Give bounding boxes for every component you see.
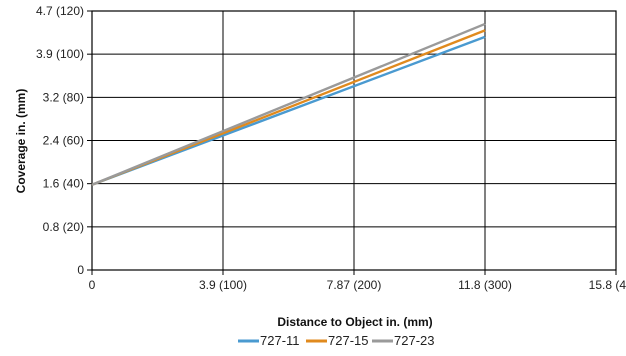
series-lines — [91, 22, 486, 186]
y-tick-label: 4.7 (120) — [36, 4, 84, 18]
legend-label-727-23: 727-23 — [394, 333, 434, 348]
y-tick-label: 0 — [77, 263, 84, 277]
legend-label-727-11: 727-11 — [260, 333, 300, 348]
y-axis-tick-labels: 0 0.8 (20) 1.6 (40) 2.4 (60) 3.2 (80) 3.9 (10… — [36, 4, 84, 277]
x-tick-label: 0 — [89, 278, 96, 292]
y-tick-label: 1.6 (40) — [43, 177, 84, 191]
grid-lines — [87, 10, 617, 275]
x-axis-title: Distance to Object in. (mm) — [277, 315, 432, 329]
x-tick-label: 7.87 (200) — [327, 278, 382, 292]
y-axis-title: Coverage in. (mm) — [14, 89, 28, 194]
y-tick-label: 3.9 (100) — [36, 47, 84, 61]
legend-label-727-15: 727-15 — [328, 333, 368, 348]
y-tick-label: 0.8 (20) — [43, 220, 84, 234]
x-tick-label: 15.8 (400) — [589, 278, 626, 292]
legend: 727-11 727-15 727-23 — [238, 333, 434, 348]
y-tick-label: 3.2 (80) — [43, 90, 84, 104]
x-axis-tick-labels: 0 3.9 (100) 7.87 (200) 11.8 (300) 15.8 (400) — [89, 278, 626, 292]
x-tick-label: 3.9 (100) — [199, 278, 247, 292]
x-tick-label: 11.8 (300) — [458, 278, 512, 292]
y-tick-label: 2.4 (60) — [43, 134, 84, 148]
series-line-727-23 — [91, 22, 486, 186]
